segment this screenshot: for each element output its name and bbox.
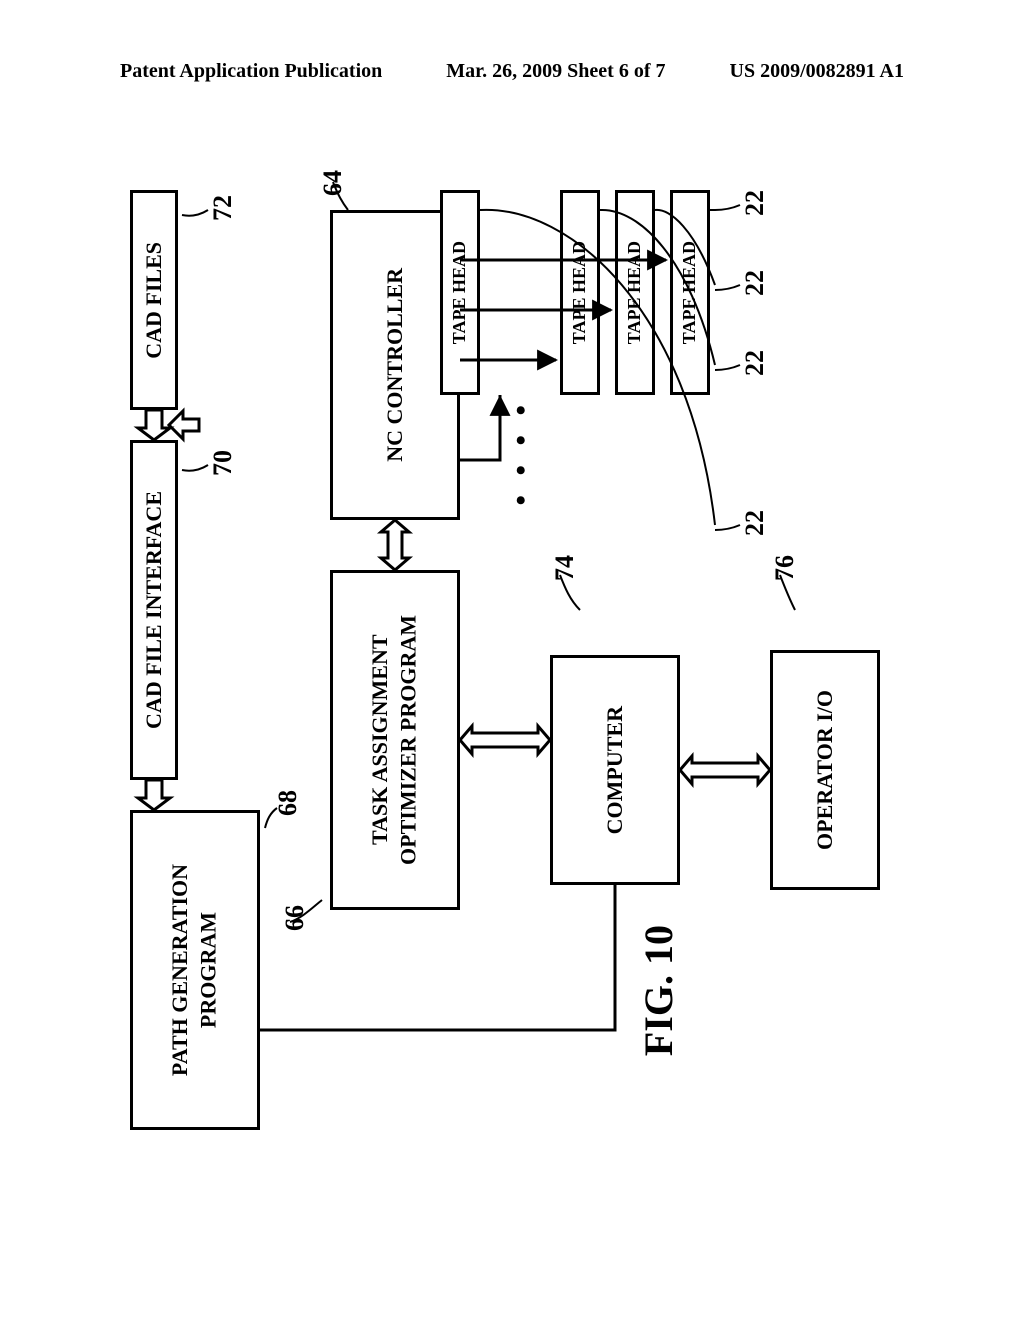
header-right: US 2009/0082891 A1	[730, 60, 904, 83]
header-mid: Mar. 26, 2009 Sheet 6 of 7	[446, 60, 665, 83]
arrow-layer	[110, 160, 890, 1140]
header-left: Patent Application Publication	[120, 60, 382, 83]
block-diagram: CAD FILES CAD FILE INTERFACE PATH GENERA…	[110, 160, 890, 1140]
